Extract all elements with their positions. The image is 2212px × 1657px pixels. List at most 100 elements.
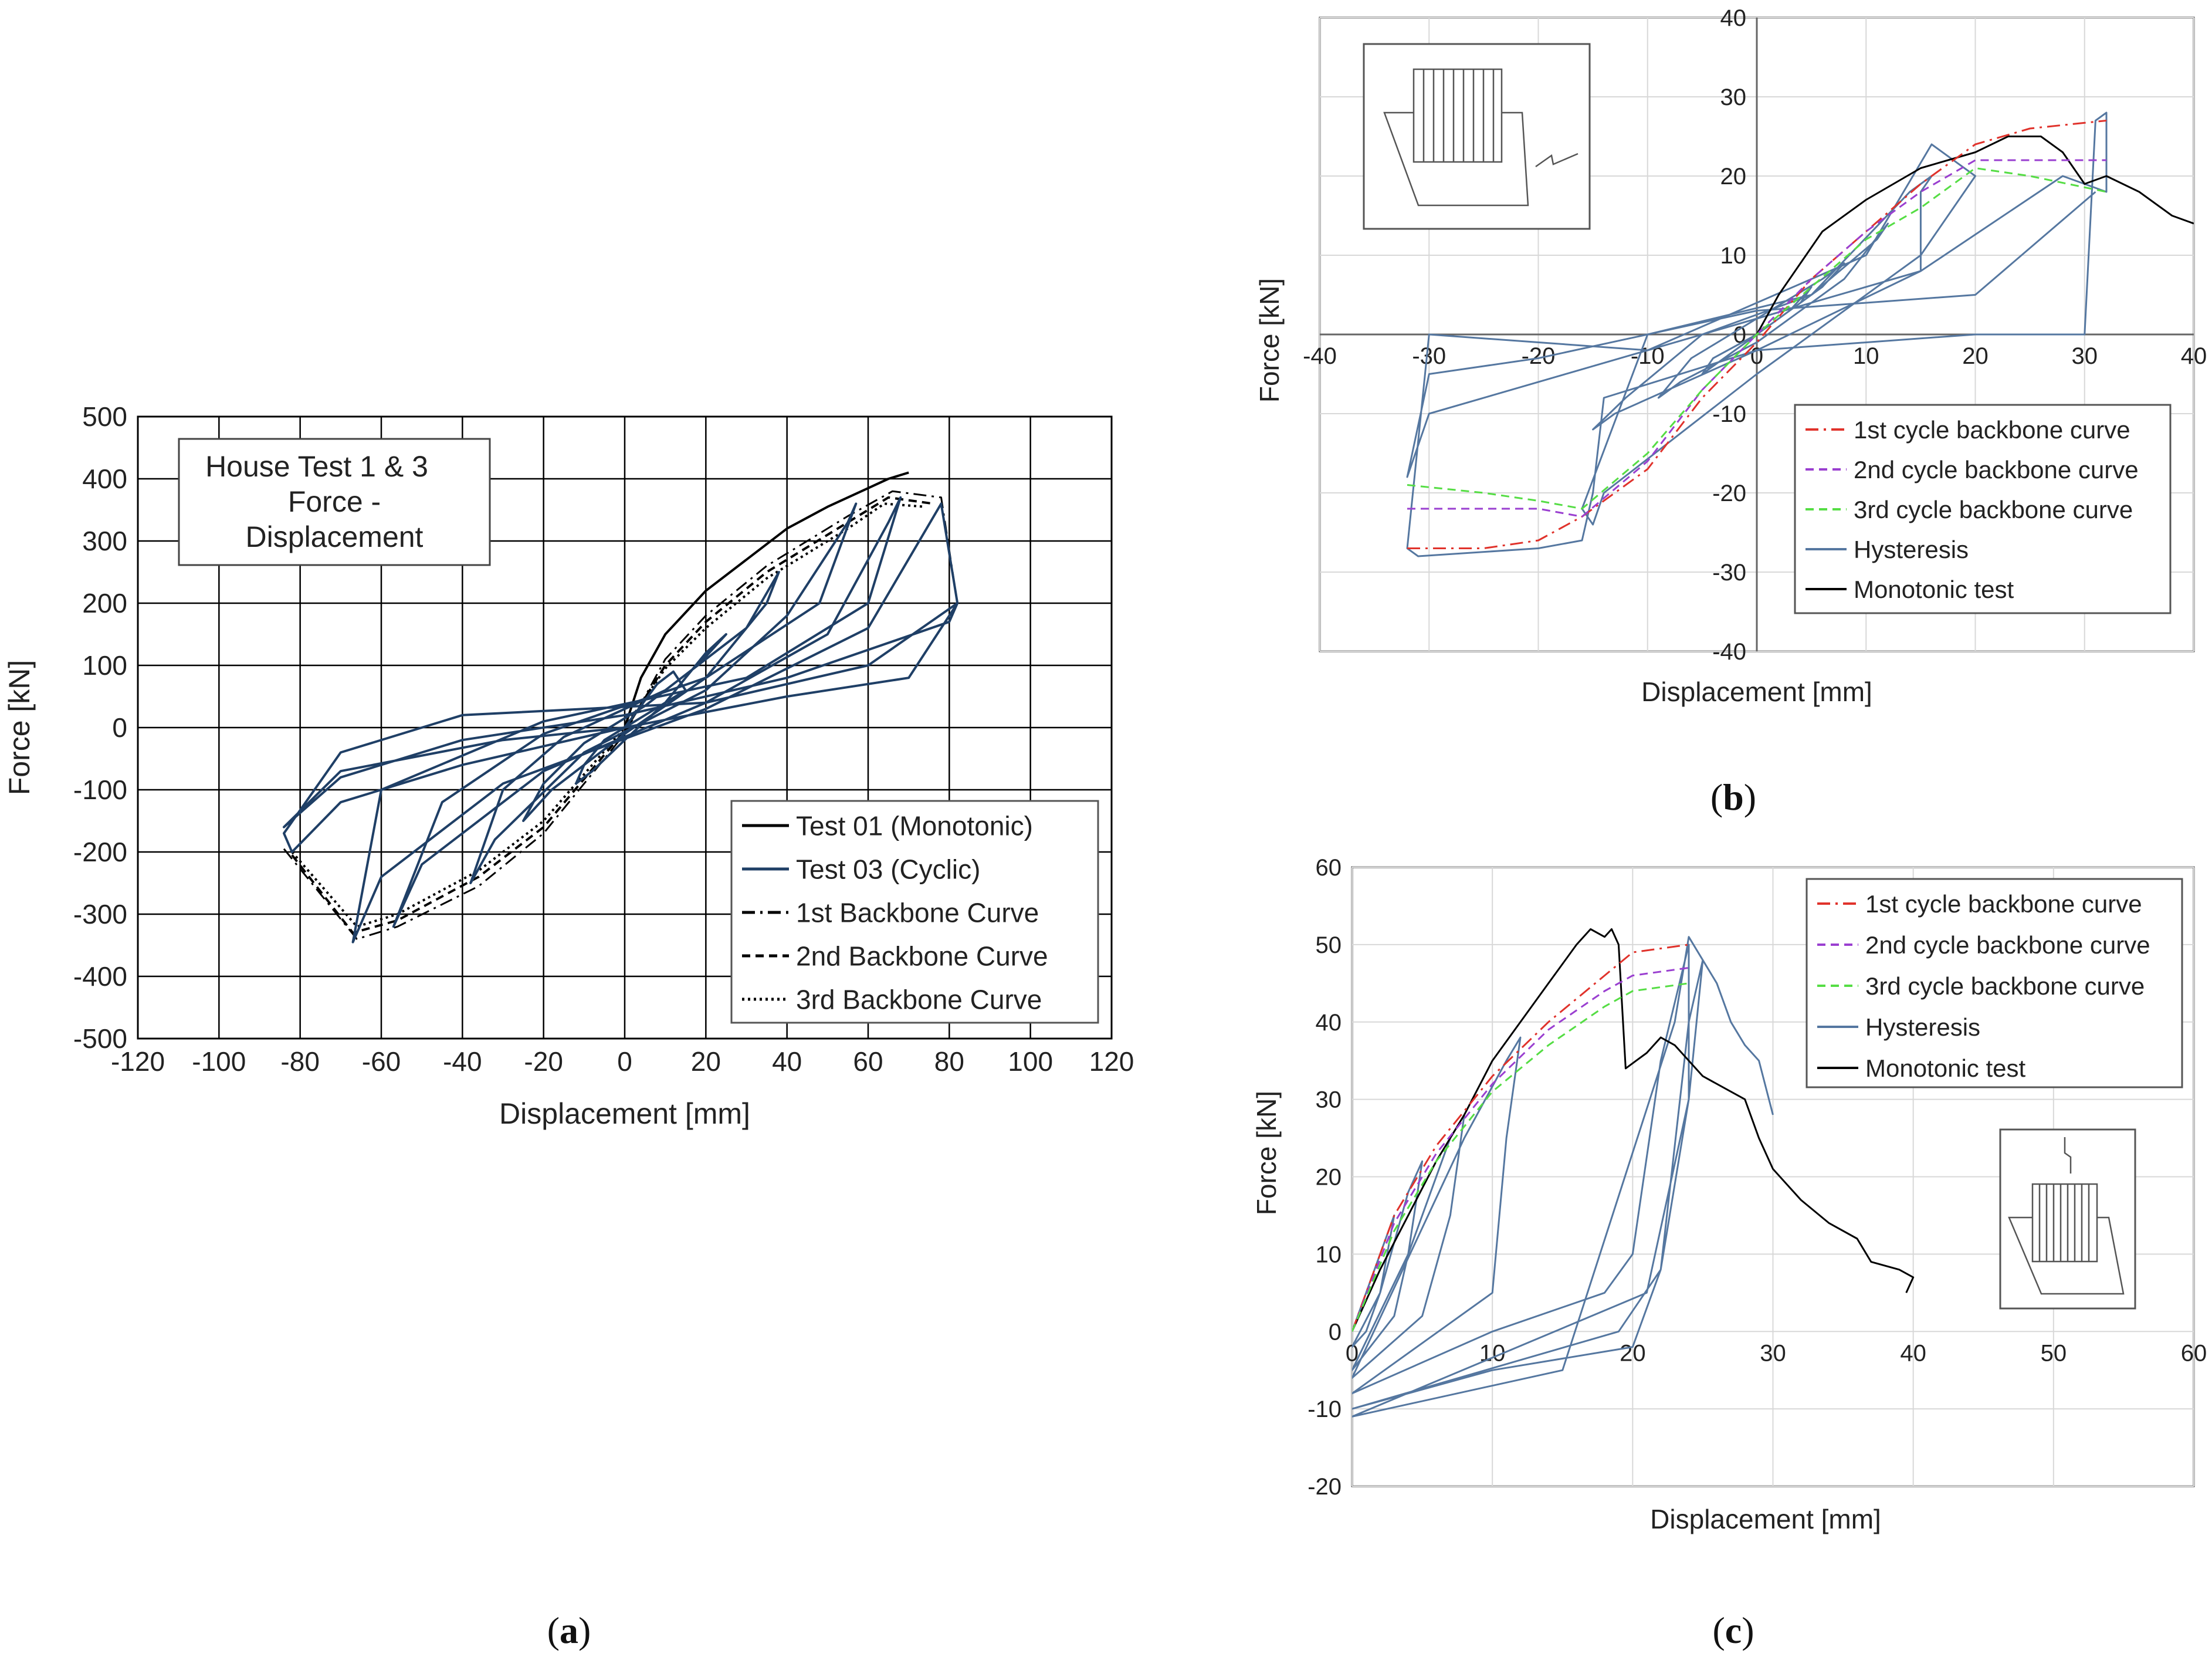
y-tick-label: -10 bbox=[1307, 1396, 1342, 1422]
x-tick-label: 30 bbox=[1760, 1340, 1786, 1366]
x-tick-label: 40 bbox=[772, 1046, 802, 1077]
y-tick-label: 100 bbox=[82, 650, 127, 681]
legend-item: Hysteresis bbox=[1805, 536, 1969, 563]
chart-c-series bbox=[1352, 928, 1915, 1418]
x-tick-label: -30 bbox=[1412, 343, 1446, 369]
chart-a-title-line-1: House Test 1 & 3 bbox=[205, 450, 428, 483]
chart-a-legend: Test 01 (Monotonic) Test 03 (Cyclic) 1st B… bbox=[730, 800, 1099, 1024]
x-tick-label: 20 bbox=[691, 1046, 721, 1077]
legend-label: Monotonic test bbox=[1854, 576, 2014, 603]
y-tick-label: 40 bbox=[1316, 1010, 1342, 1036]
chart-b: -40 -30 -20 -10 0 10 20 30 40 -40-30-20-10010203… bbox=[1254, 5, 2207, 818]
chart-c: 0 10 20 30 40 50 60 -20 -10 0 10 20 30 40 50 60 Displa… bbox=[1251, 855, 2207, 1651]
chart-b-specimen-diagram bbox=[1363, 43, 1591, 230]
y-tick-label: 30 bbox=[1720, 84, 1747, 110]
x-tick-label: 100 bbox=[1008, 1046, 1053, 1077]
legend-label: 3rd cycle backbone curve bbox=[1854, 496, 2133, 523]
y-tick-label: 60 bbox=[1316, 855, 1342, 881]
legend-box bbox=[1805, 878, 2183, 1088]
x-tick-label: 0 bbox=[617, 1046, 632, 1077]
chart-b-xlabel: Displacement [mm] bbox=[1641, 677, 1872, 707]
x-tick-label: -120 bbox=[111, 1046, 165, 1077]
chart-c-legend: 1st cycle backbone curve 2nd cycle backbo… bbox=[1805, 878, 2183, 1088]
x-tick-label: -40 bbox=[1303, 343, 1337, 369]
legend-box bbox=[1794, 404, 2172, 614]
x-tick-label: 20 bbox=[1620, 1340, 1646, 1366]
series-hysteresis bbox=[1352, 936, 1774, 1418]
legend-item: 1st cycle backbone curve bbox=[1805, 416, 2130, 444]
y-tick-label: 0 bbox=[112, 712, 127, 743]
legend-item: 2nd Backbone Curve bbox=[742, 941, 1048, 972]
y-tick-label: 20 bbox=[1720, 164, 1747, 190]
y-tick-label: 30 bbox=[1316, 1087, 1342, 1113]
chart-c-ylabel: Force [kN] bbox=[1251, 1091, 1282, 1215]
x-tick-label: 20 bbox=[1962, 343, 1989, 369]
chart-a-series bbox=[283, 471, 959, 944]
x-tick-label: -100 bbox=[192, 1046, 246, 1077]
series-1st-cycle-backbone-curve bbox=[1352, 944, 1689, 1332]
legend-item: Monotonic test bbox=[1817, 1054, 2025, 1082]
y-tick-label: 40 bbox=[1720, 5, 1747, 31]
legend-item: Test 01 (Monotonic) bbox=[742, 811, 1033, 841]
series-monotonic-test bbox=[1756, 136, 2194, 335]
series-test-01-monotonic bbox=[624, 471, 909, 728]
legend-label: 1st cycle backbone curve bbox=[1865, 890, 2142, 918]
x-tick-label: 80 bbox=[934, 1046, 964, 1077]
legend-item: 2nd cycle backbone curve bbox=[1805, 456, 2139, 483]
chart-c-specimen-diagram bbox=[1999, 1128, 2136, 1310]
y-tick-label: 10 bbox=[1720, 243, 1747, 269]
x-tick-label: 60 bbox=[2181, 1340, 2207, 1366]
legend-label: Test 01 (Monotonic) bbox=[796, 811, 1033, 841]
x-tick-label: 120 bbox=[1089, 1046, 1134, 1077]
series-monotonic-test bbox=[1352, 928, 1915, 1332]
series-1st-backbone-curve bbox=[283, 490, 958, 940]
chart-a-title-line-2: Force - bbox=[288, 485, 381, 518]
chart-a-y-ticks: -500 -400 -300 -200 -100 0 100 200 300 400 500 bbox=[73, 401, 127, 1054]
chart-a-caption: (a) bbox=[547, 1609, 591, 1651]
chart-b-x-ticks: -40 -30 -20 -10 0 10 20 30 40 bbox=[1303, 343, 2207, 369]
x-tick-label: 40 bbox=[1900, 1340, 1926, 1366]
legend-label: 1st Backbone Curve bbox=[796, 898, 1039, 928]
x-tick-label: 30 bbox=[2072, 343, 2098, 369]
series-3rd-cycle-backbone-curve bbox=[1352, 982, 1689, 1332]
y-tick-label: 0 bbox=[1329, 1319, 1342, 1345]
legend-label: 2nd cycle backbone curve bbox=[1865, 931, 2150, 959]
y-tick-label: 300 bbox=[82, 526, 127, 556]
x-tick-label: -60 bbox=[362, 1046, 401, 1077]
legend-item: 3rd cycle backbone curve bbox=[1805, 496, 2133, 523]
y-tick-label: -400 bbox=[73, 961, 127, 992]
x-tick-label: 10 bbox=[1853, 343, 1879, 369]
legend-item: Monotonic test bbox=[1805, 576, 2014, 603]
series-2nd-backbone-curve bbox=[291, 496, 933, 934]
legend-label: 3rd Backbone Curve bbox=[796, 985, 1042, 1015]
chart-b-ylabel: Force [kN] bbox=[1254, 278, 1285, 403]
y-tick-label: -300 bbox=[73, 899, 127, 929]
legend-item: Hysteresis bbox=[1817, 1013, 1980, 1041]
y-tick-label: -200 bbox=[73, 837, 127, 867]
legend-label: Hysteresis bbox=[1854, 536, 1969, 563]
y-tick-label: 500 bbox=[82, 401, 127, 432]
chart-a-xlabel: Displacement [mm] bbox=[499, 1097, 750, 1130]
y-tick-label: -20 bbox=[1712, 481, 1746, 506]
legend-item: 3rd Backbone Curve bbox=[742, 985, 1042, 1015]
series-hysteresis bbox=[1406, 111, 2108, 557]
legend-label: 2nd Backbone Curve bbox=[796, 941, 1048, 972]
series-test-03-cyclic bbox=[283, 496, 959, 944]
chart-b-legend: 1st cycle backbone curve 2nd cycle backbo… bbox=[1794, 404, 2172, 614]
y-tick-label: 10 bbox=[1316, 1242, 1342, 1267]
chart-a-title-box: House Test 1 & 3 Force - Displacement bbox=[178, 438, 491, 566]
legend-item: 1st cycle backbone curve bbox=[1817, 890, 2142, 918]
x-tick-label: 50 bbox=[2041, 1340, 2067, 1366]
chart-b-caption: (b) bbox=[1710, 776, 1756, 818]
y-tick-label: -10 bbox=[1712, 401, 1746, 427]
legend-box bbox=[730, 800, 1099, 1024]
x-tick-label: -40 bbox=[443, 1046, 482, 1077]
chart-b-series bbox=[1406, 111, 2194, 557]
y-tick-label: -100 bbox=[73, 775, 127, 805]
x-tick-label: -80 bbox=[280, 1046, 319, 1077]
chart-a-title-line-3: Displacement bbox=[246, 520, 424, 553]
chart-c-y-ticks: -20 -10 0 10 20 30 40 50 60 bbox=[1307, 855, 1342, 1500]
chart-a: -120 -100 -80 -60 -40 -20 0 20 40 60 80 100 120 -500… bbox=[3, 401, 1134, 1651]
